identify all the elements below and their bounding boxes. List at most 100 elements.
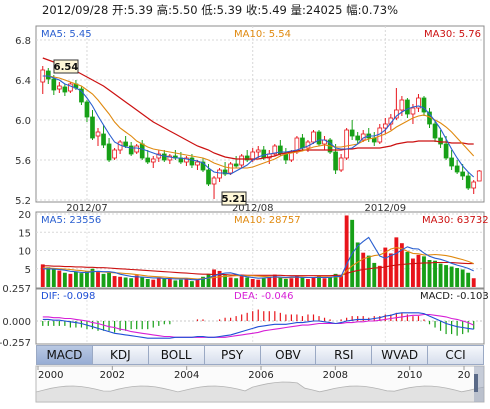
volume-bar	[51, 269, 56, 287]
candle-body	[338, 157, 344, 171]
candle-body	[68, 83, 73, 92]
volume-bar	[190, 281, 194, 287]
volume-bar	[90, 268, 95, 287]
tab-cci[interactable]: CCI	[428, 345, 484, 365]
candle-body	[311, 131, 316, 143]
candle-body	[460, 171, 465, 177]
volume-bar	[73, 271, 78, 287]
min-box	[221, 191, 247, 206]
candle-body	[465, 175, 471, 189]
macd-tick-label: 0.000	[2, 317, 31, 328]
volume-bar	[245, 277, 250, 287]
candle-body	[79, 88, 84, 103]
volume-bar	[366, 255, 371, 287]
price-tick-label: 6.0	[15, 116, 31, 127]
volume-bar	[449, 266, 454, 287]
volume-bar	[256, 279, 261, 287]
volume-bar	[85, 270, 89, 287]
candle-body	[222, 169, 228, 175]
candle-body	[344, 129, 349, 159]
candle-body	[51, 78, 57, 91]
volume-bar	[107, 272, 111, 287]
candle-body	[45, 70, 51, 80]
candle-body	[112, 149, 117, 159]
candle-body	[255, 149, 261, 153]
navigator-drag-handle[interactable]	[474, 374, 478, 392]
dif-line	[42, 312, 474, 339]
navigator-range-selection[interactable]	[474, 366, 484, 402]
legend-dea: DEA: -0.046	[234, 291, 293, 302]
candle-body	[355, 135, 361, 141]
tab-macd[interactable]: MACD	[36, 345, 93, 365]
volume-bar	[471, 278, 476, 287]
legend-ma30: MA30: 5.76	[424, 29, 481, 40]
candle-body	[84, 101, 90, 118]
candle-body	[95, 131, 101, 137]
volume-bar	[223, 275, 228, 287]
volume-bar	[372, 262, 377, 287]
volume-bar	[438, 263, 443, 287]
tab-boll[interactable]: BOLL	[148, 345, 205, 365]
low-value: 5.39	[217, 3, 243, 17]
open-label: 开	[112, 3, 124, 17]
volume-tick-label: 20	[18, 210, 31, 221]
candle-body	[272, 145, 278, 155]
price-tick-label: 5.6	[15, 156, 31, 167]
volume-ma5-line	[42, 236, 474, 281]
volume-bar	[333, 273, 338, 287]
close-value: 5.49	[261, 3, 287, 17]
volume-bar	[46, 267, 51, 287]
volume-bar	[234, 278, 239, 287]
volume-bar	[79, 273, 84, 287]
volume-label: 量	[291, 3, 303, 17]
volume-bar	[272, 274, 277, 287]
tab-kdj[interactable]: KDJ	[92, 345, 149, 365]
tab-obv[interactable]: OBV	[260, 345, 317, 365]
candle-body	[211, 177, 217, 185]
candle-body	[382, 123, 388, 129]
volume-bar	[261, 278, 266, 287]
volume-series	[40, 215, 476, 287]
volume-bar	[416, 254, 421, 287]
high-label: 高	[157, 3, 169, 17]
volume-ma30-line	[42, 261, 474, 277]
candle-body	[405, 99, 410, 115]
candle-body	[57, 85, 62, 90]
candle-body	[200, 161, 206, 171]
navigator-year-label: 2002	[100, 370, 125, 381]
max-box	[53, 59, 79, 74]
price-panel	[35, 25, 485, 203]
candle-body	[421, 97, 427, 113]
candle-body	[399, 99, 405, 111]
candle-body	[316, 131, 322, 145]
navigator-year-label: 20	[458, 370, 471, 381]
tab-psy[interactable]: PSY	[204, 345, 261, 365]
header-quote: 2012/09/28 开:5.39 高:5.50 低:5.39 收:5.49 量…	[42, 3, 398, 17]
candle-body	[261, 149, 267, 159]
volume-bar	[178, 279, 183, 287]
tab-wvad[interactable]: WVAD	[372, 345, 429, 365]
volume-bar	[201, 276, 205, 287]
volume-bar	[162, 278, 167, 287]
volume-bar	[460, 269, 465, 287]
volume-bar	[433, 260, 437, 287]
candle-body	[416, 97, 421, 109]
candle-body	[410, 107, 416, 115]
macd-tick-label: -0.257	[0, 338, 31, 349]
candle-body	[101, 133, 106, 146]
tab-rsi[interactable]: RSI	[316, 345, 373, 365]
volume-bar	[388, 253, 393, 287]
candle-body	[206, 169, 211, 185]
volume-bar	[278, 277, 283, 287]
volume-bar	[57, 270, 62, 287]
volume-bar	[455, 268, 460, 287]
max-label: 6.54	[54, 62, 79, 73]
candle-body	[184, 157, 189, 163]
volume-bar	[173, 280, 178, 287]
candle-body	[123, 141, 128, 147]
low-label: 低	[201, 3, 213, 17]
candle-body	[432, 123, 438, 139]
date-tick-label: 2012/09	[365, 203, 407, 214]
volume-bar	[300, 277, 305, 287]
